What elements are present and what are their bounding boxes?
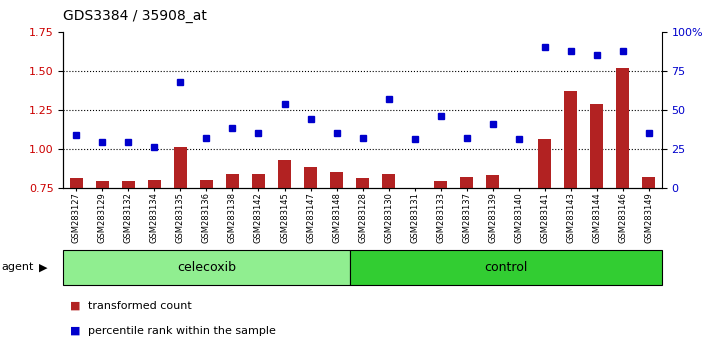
- Bar: [486, 175, 499, 188]
- Text: control: control: [484, 261, 527, 274]
- Bar: [200, 180, 213, 188]
- Text: ■: ■: [70, 326, 81, 336]
- Bar: [226, 173, 239, 188]
- Bar: [148, 180, 161, 188]
- Text: GDS3384 / 35908_at: GDS3384 / 35908_at: [63, 9, 207, 23]
- Bar: [70, 178, 83, 188]
- Bar: [350, 250, 662, 285]
- Text: percentile rank within the sample: percentile rank within the sample: [88, 326, 276, 336]
- Bar: [512, 188, 525, 191]
- Bar: [460, 177, 473, 188]
- Bar: [122, 181, 135, 188]
- Bar: [564, 91, 577, 188]
- Bar: [252, 173, 265, 188]
- Bar: [278, 160, 291, 188]
- Bar: [538, 139, 551, 188]
- Text: transformed count: transformed count: [88, 301, 191, 311]
- Bar: [616, 68, 629, 188]
- Bar: [63, 250, 350, 285]
- Bar: [590, 103, 603, 188]
- Bar: [330, 172, 343, 188]
- Text: ■: ■: [70, 301, 81, 311]
- Text: agent: agent: [1, 262, 34, 272]
- Bar: [304, 167, 317, 188]
- Bar: [356, 178, 369, 188]
- Bar: [434, 181, 447, 188]
- Bar: [174, 147, 187, 188]
- Bar: [408, 188, 421, 191]
- Bar: [642, 177, 655, 188]
- Bar: [96, 181, 109, 188]
- Bar: [382, 173, 395, 188]
- Text: ▶: ▶: [39, 262, 47, 272]
- Text: celecoxib: celecoxib: [177, 261, 236, 274]
